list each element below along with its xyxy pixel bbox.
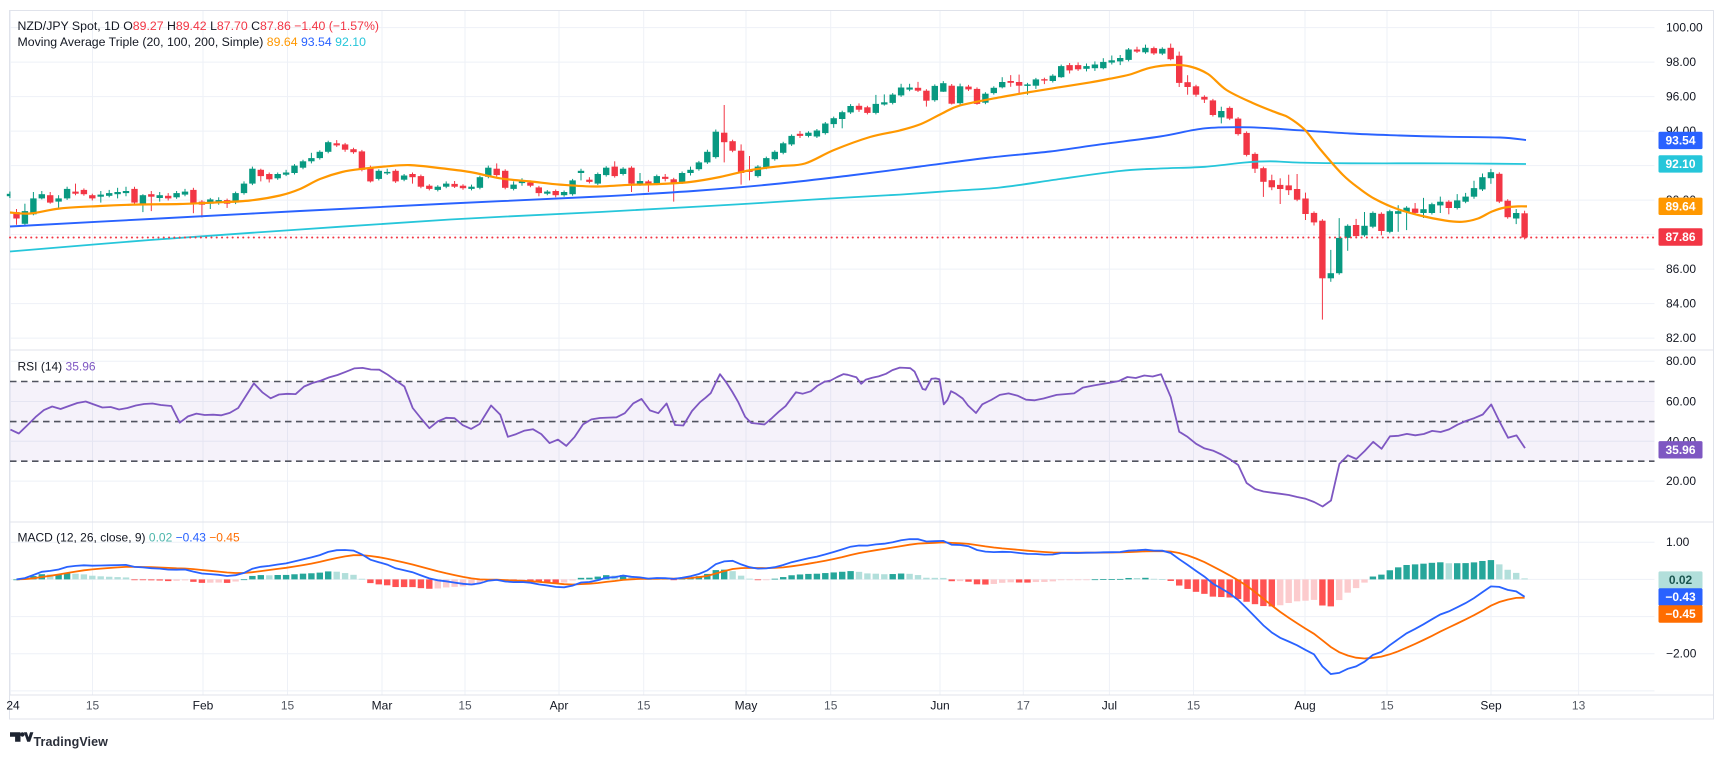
svg-text:96.00: 96.00 — [1666, 90, 1696, 104]
svg-text:15: 15 — [86, 699, 100, 713]
svg-text:86.00: 86.00 — [1666, 262, 1696, 276]
svg-text:1.00: 1.00 — [1666, 535, 1690, 549]
svg-text:Mar: Mar — [372, 699, 393, 713]
svg-text:15: 15 — [637, 699, 651, 713]
svg-text:93.54: 93.54 — [1665, 133, 1695, 147]
svg-text:−0.45: −0.45 — [1665, 607, 1696, 621]
svg-text:Moving Average Triple (20, 100: Moving Average Triple (20, 100, 200, Sim… — [18, 35, 367, 49]
svg-text:15: 15 — [281, 699, 295, 713]
svg-text:87.86: 87.86 — [1665, 230, 1695, 244]
svg-text:92.10: 92.10 — [1665, 157, 1695, 171]
svg-text:May: May — [735, 699, 758, 713]
svg-text:20.00: 20.00 — [1666, 474, 1696, 488]
svg-text:13: 13 — [1572, 699, 1586, 713]
svg-text:−0.43: −0.43 — [1665, 590, 1696, 604]
svg-text:84.00: 84.00 — [1666, 297, 1696, 311]
svg-text:15: 15 — [458, 699, 472, 713]
svg-text:89.64: 89.64 — [1665, 199, 1695, 213]
svg-text:0.02: 0.02 — [1669, 573, 1693, 587]
svg-text:Jun: Jun — [930, 699, 949, 713]
svg-text:82.00: 82.00 — [1666, 331, 1696, 345]
svg-text:80.00: 80.00 — [1666, 354, 1696, 368]
svg-text:100.00: 100.00 — [1666, 21, 1703, 35]
svg-text:35.96: 35.96 — [1665, 443, 1695, 457]
svg-text:Sep: Sep — [1480, 699, 1502, 713]
svg-text:Jul: Jul — [1102, 699, 1117, 713]
svg-text:98.00: 98.00 — [1666, 55, 1696, 69]
svg-text:−2.00: −2.00 — [1666, 647, 1697, 661]
svg-text:15: 15 — [1380, 699, 1394, 713]
svg-text:Apr: Apr — [550, 699, 569, 713]
svg-text:MACD (12, 26, close, 9) 0.02: MACD (12, 26, close, 9) 0.02 −0.43 −0.45 — [18, 531, 240, 545]
svg-text:15: 15 — [824, 699, 838, 713]
svg-text:NZD/JPY Spot, 1D O89.27 H89.4: NZD/JPY Spot, 1D O89.27 H89.42 L87.70 C8… — [18, 19, 379, 33]
svg-text:60.00: 60.00 — [1666, 395, 1696, 409]
svg-text:RSI (14) 35.96: RSI (14) 35.96 — [18, 360, 96, 374]
svg-text:Aug: Aug — [1294, 699, 1315, 713]
svg-text:17: 17 — [1017, 699, 1031, 713]
svg-text:TradingView: TradingView — [34, 735, 109, 749]
svg-text:24: 24 — [6, 699, 20, 713]
svg-text:Feb: Feb — [193, 699, 214, 713]
svg-text:15: 15 — [1187, 699, 1201, 713]
